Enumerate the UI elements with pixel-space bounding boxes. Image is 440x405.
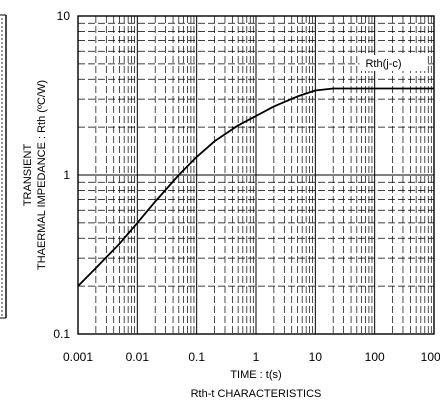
y-tick-label: 10 — [57, 9, 71, 23]
series-label: Rth(j-c) — [365, 58, 401, 70]
y-axis-title-line1: TRANSIENT — [22, 144, 34, 207]
adjacent-chart-fragment — [0, 14, 7, 319]
series-label-background — [359, 54, 426, 71]
x-tick-label: 0.01 — [126, 350, 150, 364]
y-axis-title-line2: THAERMAL IMPEDANCE : Rth (ºC/W) — [36, 80, 48, 270]
x-axis-title: TIME : t(s) — [230, 369, 281, 381]
plot-frame — [77, 15, 435, 335]
x-tick-label: 10 — [309, 350, 323, 364]
y-tick-labels: 0.1 1 10 — [53, 9, 70, 341]
y-tick-label: 0.1 — [53, 327, 70, 341]
x-tick-label: 0.001 — [63, 350, 93, 364]
chart-caption: Rth-t CHARACTERISTICS — [191, 388, 322, 400]
x-tick-label: 1 — [253, 350, 260, 364]
series-layer: Rth(j-c) — [77, 54, 434, 287]
x-tick-label: 0.1 — [188, 350, 205, 364]
series-line-rth-j-c — [77, 87, 434, 287]
x-tick-label: 100 — [365, 350, 385, 364]
y-tick-label: 1 — [63, 168, 70, 182]
grid — [77, 15, 435, 335]
